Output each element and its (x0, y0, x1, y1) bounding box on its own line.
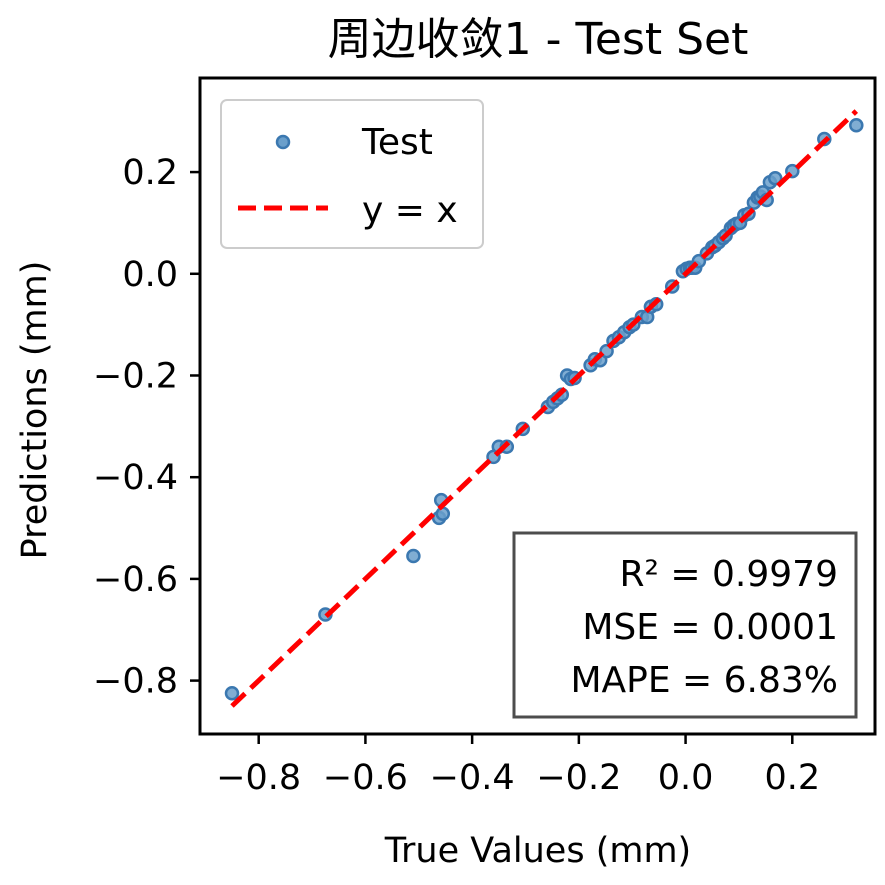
stats-mse: MSE = 0.0001 (582, 607, 838, 648)
y-tick-label: 0.0 (122, 255, 178, 295)
x-tick-label: 0.2 (764, 758, 820, 798)
y-axis-label: Predictions (mm) (15, 261, 55, 560)
chart-title: 周边收敛1 - Test Set (328, 14, 749, 65)
stats-r2: R² = 0.9979 (620, 554, 838, 595)
x-tick-label: 0.0 (658, 758, 714, 798)
legend-label-test: Test (361, 122, 433, 163)
stats-box (512, 531, 858, 719)
x-tick-label: −0.8 (216, 758, 301, 798)
legend-label-reference-line: y = x (362, 190, 458, 231)
stats-mape: MAPE = 6.83% (570, 660, 838, 701)
y-tick-label: −0.6 (93, 560, 178, 600)
plot-frame (198, 76, 877, 736)
y-axis-ticks: −0.8 −0.6 −0.4 −0.2 0.0 0.2 (93, 153, 200, 702)
reference-line-y-equals-x (230, 109, 859, 708)
y-tick-label: 0.2 (122, 153, 178, 193)
x-axis-ticks: −0.8 −0.6 −0.4 −0.2 0.0 0.2 (216, 734, 820, 798)
data-point (849, 118, 864, 133)
y-tick-label: −0.2 (93, 356, 178, 396)
x-tick-label: −0.4 (430, 758, 515, 798)
data-point (767, 170, 783, 186)
data-point (435, 506, 451, 522)
y-tick-label: −0.4 (93, 458, 178, 498)
y-tick-label: −0.8 (93, 662, 178, 702)
data-point (406, 548, 421, 564)
stats-annotation: R² = 0.9979 MSE = 0.0001 MAPE = 6.83% (512, 531, 858, 719)
x-tick-label: −0.2 (536, 758, 621, 798)
legend-marker-test (275, 134, 291, 150)
x-tick-label: −0.6 (323, 758, 408, 798)
x-axis-label: True Values (mm) (384, 831, 691, 871)
legend: Test y = x (220, 99, 484, 249)
plot-area (224, 109, 864, 708)
data-point (224, 686, 240, 701)
